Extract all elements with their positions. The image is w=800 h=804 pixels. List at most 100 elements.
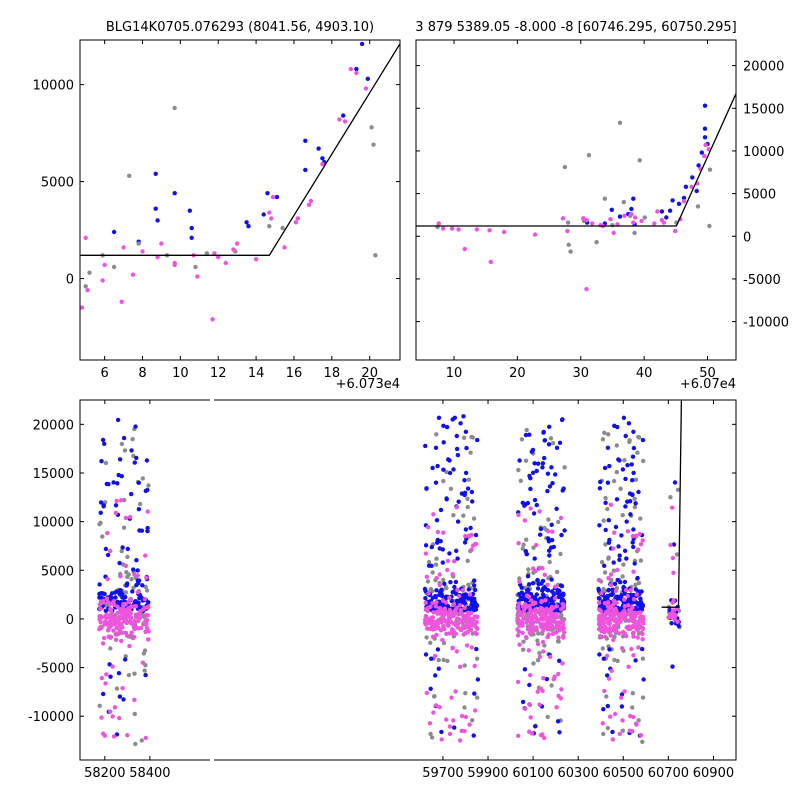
data-point — [596, 577, 602, 583]
data-point — [120, 686, 125, 691]
data-point — [566, 242, 571, 247]
data-point — [608, 714, 613, 719]
data-point — [439, 729, 444, 735]
data-point — [446, 457, 451, 462]
data-point — [303, 167, 308, 173]
data-point — [441, 226, 446, 231]
data-point — [132, 671, 137, 676]
data-point — [702, 153, 707, 159]
data-point — [544, 676, 549, 682]
data-point — [535, 641, 541, 647]
data-point — [501, 229, 507, 235]
data-point — [136, 480, 141, 485]
data-point — [608, 606, 614, 611]
data-point — [131, 567, 136, 572]
y-tick-label: -5000 — [743, 273, 781, 288]
data-point — [637, 435, 642, 440]
data-point — [707, 223, 712, 229]
data-point — [568, 249, 573, 254]
data-point — [111, 628, 116, 633]
data-point — [473, 708, 478, 713]
x-tick-label: 60500 — [603, 766, 644, 781]
data-point — [464, 445, 469, 451]
data-point — [108, 601, 113, 607]
data-point — [172, 191, 177, 196]
data-point — [469, 645, 474, 650]
data-point — [630, 454, 636, 459]
x-tick-label: 20 — [509, 366, 526, 381]
data-point — [622, 548, 628, 553]
data-point — [622, 458, 627, 463]
data-point — [146, 629, 151, 634]
data-point — [423, 551, 429, 556]
data-point — [527, 702, 532, 707]
data-point — [104, 612, 109, 617]
data-point — [431, 610, 436, 615]
data-point — [518, 478, 523, 483]
data-point — [547, 553, 552, 558]
data-point — [640, 656, 646, 661]
data-point — [235, 241, 240, 246]
data-point — [632, 504, 638, 510]
data-point — [451, 718, 456, 723]
data-point — [545, 582, 550, 587]
data-point — [521, 542, 526, 547]
data-point — [146, 483, 151, 488]
data-point — [120, 595, 125, 600]
data-point — [525, 627, 531, 632]
data-point — [101, 635, 107, 641]
data-point — [114, 632, 119, 637]
data-point — [668, 542, 673, 548]
data-point — [613, 588, 619, 593]
data-point — [116, 671, 122, 676]
data-point — [463, 631, 468, 636]
data-point — [462, 540, 468, 545]
data-point — [627, 728, 632, 733]
data-point — [620, 467, 626, 472]
data-point — [623, 433, 628, 439]
data-point — [542, 643, 547, 648]
data-point — [605, 703, 610, 709]
data-point — [617, 557, 622, 562]
data-point — [611, 613, 617, 618]
data-point — [517, 458, 522, 463]
data-point — [119, 549, 124, 554]
data-point — [629, 646, 634, 652]
data-point — [437, 572, 442, 577]
data-point — [517, 579, 522, 584]
data-point — [537, 702, 542, 707]
data-point — [428, 686, 433, 691]
data-point — [111, 480, 116, 485]
data-point — [423, 607, 429, 612]
data-point — [447, 731, 453, 737]
data-point — [581, 216, 586, 221]
data-point — [447, 631, 452, 636]
data-point — [538, 605, 544, 611]
data-point — [630, 478, 635, 483]
data-point — [142, 668, 147, 673]
data-point — [113, 637, 119, 642]
data-point — [631, 470, 636, 476]
data-point — [633, 587, 638, 592]
data-point — [308, 198, 314, 204]
data-point — [615, 577, 620, 583]
data-point — [101, 691, 106, 697]
data-point — [204, 251, 210, 256]
data-point — [472, 603, 477, 608]
data-point — [121, 607, 127, 612]
data-point — [441, 623, 446, 629]
data-point — [132, 711, 137, 717]
data-point — [597, 523, 602, 528]
data-point — [538, 532, 543, 537]
x-tick-label: 58400 — [129, 766, 170, 781]
data-point — [554, 569, 560, 575]
axis-break-bottom — [210, 758, 214, 762]
data-point — [541, 649, 546, 654]
panel-bottom-lightcurve: 58200 58400 59700 59900 60100 60300 60500 60700… — [28, 398, 737, 781]
data-point — [527, 432, 532, 437]
data-point — [433, 703, 439, 708]
data-point — [433, 604, 439, 609]
data-point — [641, 677, 646, 682]
data-point — [439, 737, 444, 742]
data-point — [445, 658, 450, 664]
